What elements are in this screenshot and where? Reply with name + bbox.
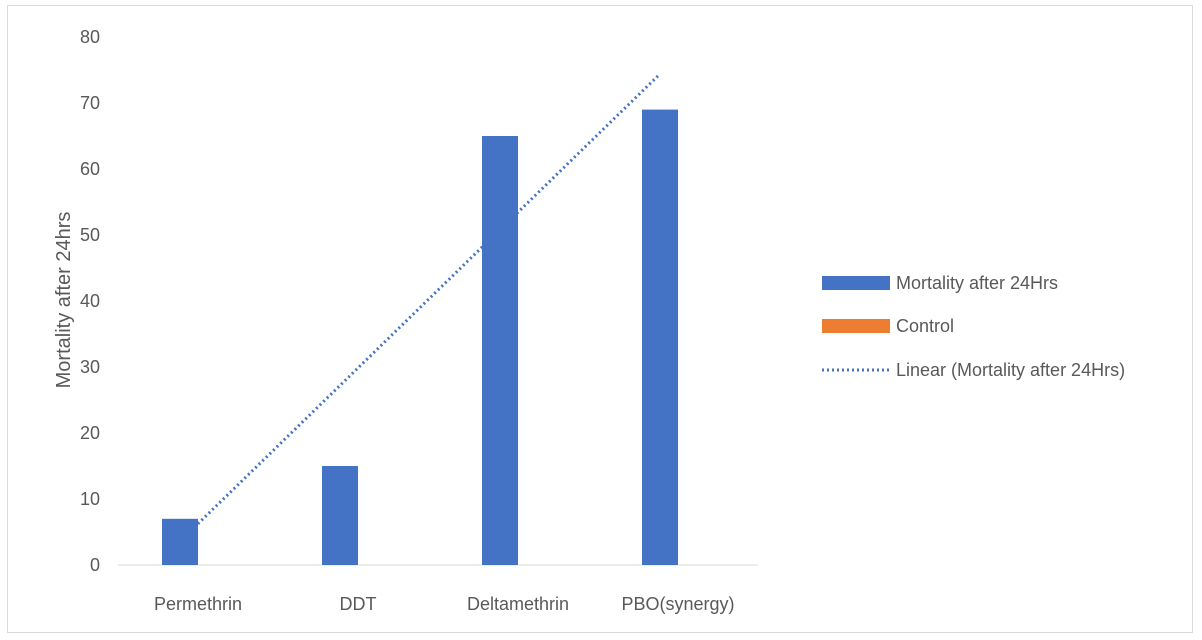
y-tick-label: 0 — [90, 555, 100, 575]
legend-label: Control — [896, 316, 954, 336]
y-axis-title: Mortality after 24hrs — [53, 212, 75, 389]
x-tick-label: Permethrin — [154, 594, 242, 614]
trendline — [178, 72, 662, 543]
y-tick-label: 30 — [80, 357, 100, 377]
legend-swatch — [822, 276, 890, 290]
y-tick-label: 50 — [80, 225, 100, 245]
legend-label: Mortality after 24Hrs — [896, 273, 1058, 293]
x-tick-label: PBO(synergy) — [621, 594, 734, 614]
y-tick-label: 10 — [80, 489, 100, 509]
y-tick-label: 40 — [80, 291, 100, 311]
y-axis-ticks: 0 10 20 30 40 50 60 70 80 — [80, 27, 100, 575]
bar-mortality-after-24hrs-ddt — [322, 466, 358, 565]
bar-mortality-after-24hrs-deltamethrin — [482, 136, 518, 565]
x-axis-ticks: Permethrin DDT Deltamethrin PBO(synergy) — [154, 594, 735, 614]
legend-swatch — [822, 319, 890, 333]
bars — [162, 109, 678, 565]
y-tick-label: 60 — [80, 159, 100, 179]
legend: Mortality after 24Hrs Control Linear (Mort… — [822, 273, 1125, 380]
y-tick-label: 20 — [80, 423, 100, 443]
legend-label: Linear (Mortality after 24Hrs) — [896, 360, 1125, 380]
bar-mortality-after-24hrs-pbo-synergy- — [642, 109, 678, 565]
y-tick-label: 80 — [80, 27, 100, 47]
y-tick-label: 70 — [80, 93, 100, 113]
x-tick-label: DDT — [340, 594, 377, 614]
chart-frame — [7, 5, 1193, 633]
x-tick-label: Deltamethrin — [467, 594, 569, 614]
bar-mortality-after-24hrs-permethrin — [162, 518, 198, 565]
trendline-linear — [178, 72, 662, 543]
